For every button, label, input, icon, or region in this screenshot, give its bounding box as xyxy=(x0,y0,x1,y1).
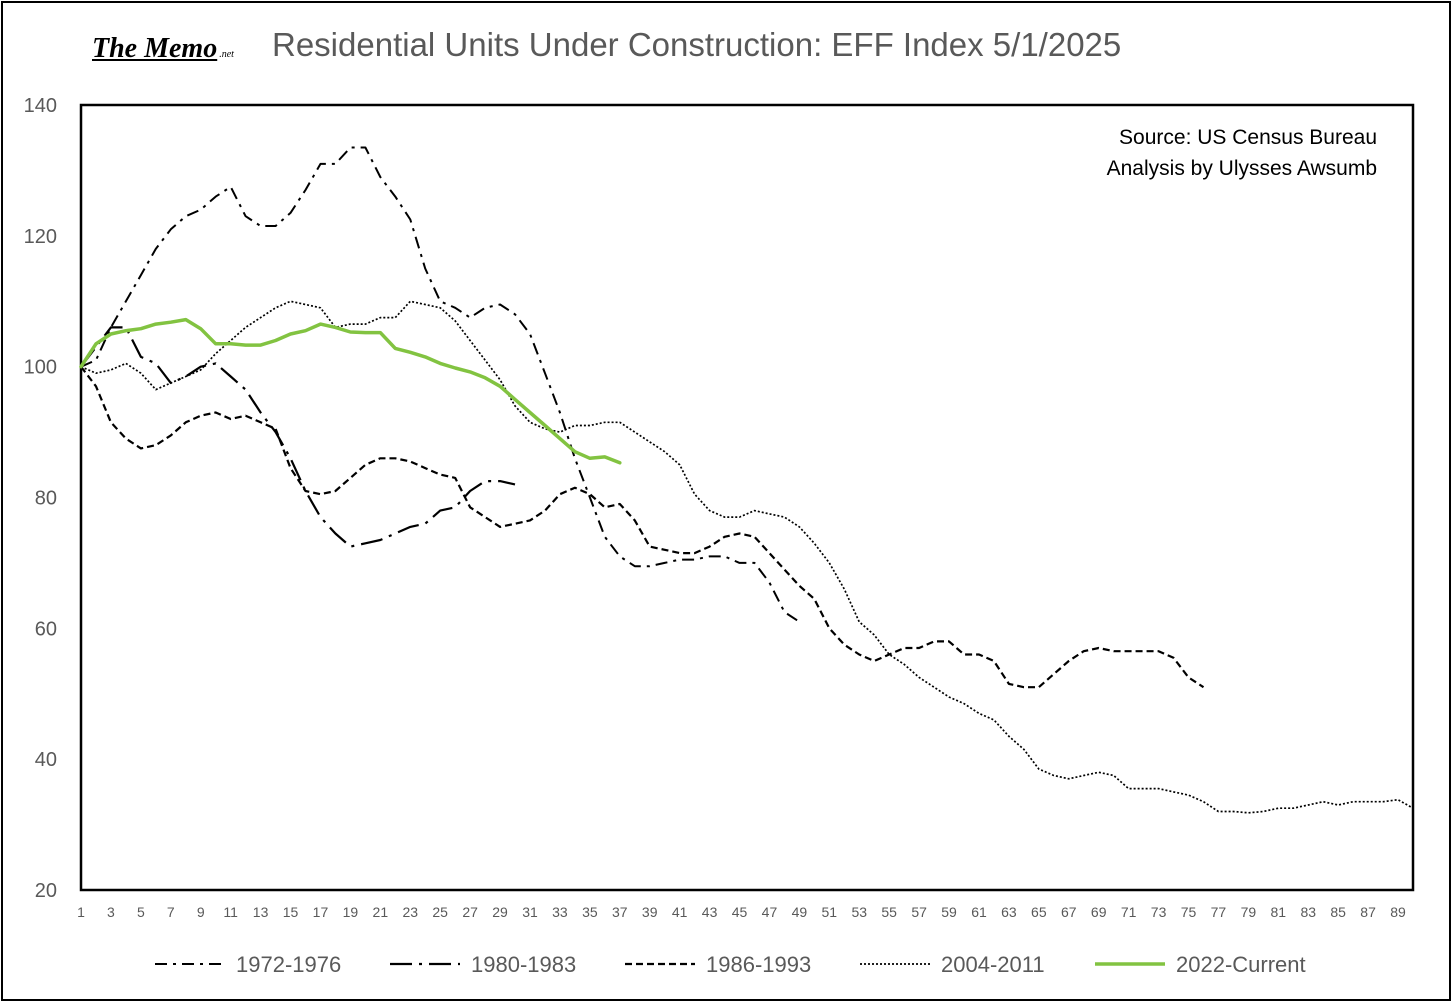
x-tick-label: 65 xyxy=(1031,904,1047,920)
x-tick-label: 69 xyxy=(1091,904,1107,920)
x-tick-label: 79 xyxy=(1241,904,1257,920)
x-tick-label: 73 xyxy=(1151,904,1167,920)
x-tick-label: 87 xyxy=(1360,904,1376,920)
memo-logo: The Memo .net xyxy=(92,33,234,65)
x-tick-label: 19 xyxy=(343,904,359,920)
x-tick-label: 33 xyxy=(552,904,568,920)
x-tick-label: 37 xyxy=(612,904,628,920)
x-tick-label: 31 xyxy=(522,904,538,920)
x-tick-label: 53 xyxy=(851,904,867,920)
legend-label: 1986-1993 xyxy=(706,952,811,977)
y-tick-label: 140 xyxy=(24,95,57,117)
annotations: Source: US Census Bureau Analysis by Ulys… xyxy=(1107,126,1377,180)
series-line-1980-1983 xyxy=(80,326,516,548)
x-tick-label: 89 xyxy=(1390,904,1406,920)
x-tick-label: 57 xyxy=(911,904,927,920)
x-tick-label: 5 xyxy=(137,904,145,920)
series-line-1972-1976 xyxy=(80,146,800,623)
x-tick-label: 61 xyxy=(971,904,987,920)
x-tick-label: 13 xyxy=(253,904,269,920)
y-tick-label: 40 xyxy=(35,749,57,771)
plot-area xyxy=(79,103,1415,892)
x-tick-label: 21 xyxy=(373,904,389,920)
x-tick-label: 77 xyxy=(1211,904,1227,920)
x-tick-label: 29 xyxy=(492,904,508,920)
x-tick-label: 11 xyxy=(223,904,238,920)
x-tick-label: 43 xyxy=(702,904,718,920)
x-tick-label: 3 xyxy=(107,904,115,920)
plot-border xyxy=(79,103,1415,892)
x-tick-label: 63 xyxy=(1001,904,1017,920)
x-tick-label: 1 xyxy=(77,904,85,920)
x-tick-label: 45 xyxy=(732,904,748,920)
legend-label: 2004-2011 xyxy=(941,952,1045,977)
series-line-1986-1993 xyxy=(80,366,1205,689)
x-tick-label: 49 xyxy=(792,904,808,920)
y-tick-label: 80 xyxy=(35,488,57,510)
x-tick-label: 75 xyxy=(1181,904,1197,920)
x-tick-label: 25 xyxy=(432,904,448,920)
x-tick-label: 7 xyxy=(167,904,175,920)
x-tick-label: 85 xyxy=(1330,904,1346,920)
y-axis: 20 40 60 80 100 120 140 xyxy=(24,95,57,902)
series-line-2004-2011 xyxy=(80,300,1414,814)
x-tick-label: 9 xyxy=(197,904,205,920)
y-tick-label: 120 xyxy=(24,226,57,248)
x-tick-label: 17 xyxy=(313,904,329,920)
x-tick-label: 41 xyxy=(672,904,688,920)
x-tick-label: 35 xyxy=(582,904,598,920)
y-tick-label: 20 xyxy=(35,880,57,902)
legend-label: 2022-Current xyxy=(1176,952,1306,977)
y-tick-label: 100 xyxy=(24,357,57,379)
x-axis: 1 3 5 7 9 11 13 15 17 19 21 23 25 27 29 31 33 35 37 39 41 43 4… xyxy=(77,904,1406,920)
x-tick-label: 47 xyxy=(762,904,778,920)
series-group xyxy=(79,146,1414,814)
x-tick-label: 81 xyxy=(1271,904,1287,920)
legend: 1972-1976 1980-1983 1986-1993 2004-2011 2022… xyxy=(155,952,1306,977)
x-tick-label: 67 xyxy=(1061,904,1077,920)
x-tick-label: 71 xyxy=(1121,904,1137,920)
chart-title: Residential Units Under Construction: EF… xyxy=(272,26,1122,63)
x-tick-label: 83 xyxy=(1300,904,1316,920)
series-line-2022-Current xyxy=(79,317,622,465)
x-tick-label: 15 xyxy=(283,904,299,920)
x-tick-label: 23 xyxy=(402,904,418,920)
x-tick-label: 59 xyxy=(941,904,957,920)
legend-label: 1980-1983 xyxy=(471,952,576,977)
x-tick-label: 27 xyxy=(462,904,478,920)
logo-text: The Memo xyxy=(92,33,218,64)
x-tick-label: 55 xyxy=(881,904,897,920)
annotation-text: Analysis by Ulysses Awsumb xyxy=(1107,157,1377,180)
x-tick-label: 39 xyxy=(642,904,658,920)
annotation-text: Source: US Census Bureau xyxy=(1119,126,1377,149)
legend-label: 1972-1976 xyxy=(236,952,341,977)
logo-suffix: .net xyxy=(219,49,234,60)
y-tick-label: 60 xyxy=(35,618,57,640)
x-tick-label: 51 xyxy=(822,904,838,920)
